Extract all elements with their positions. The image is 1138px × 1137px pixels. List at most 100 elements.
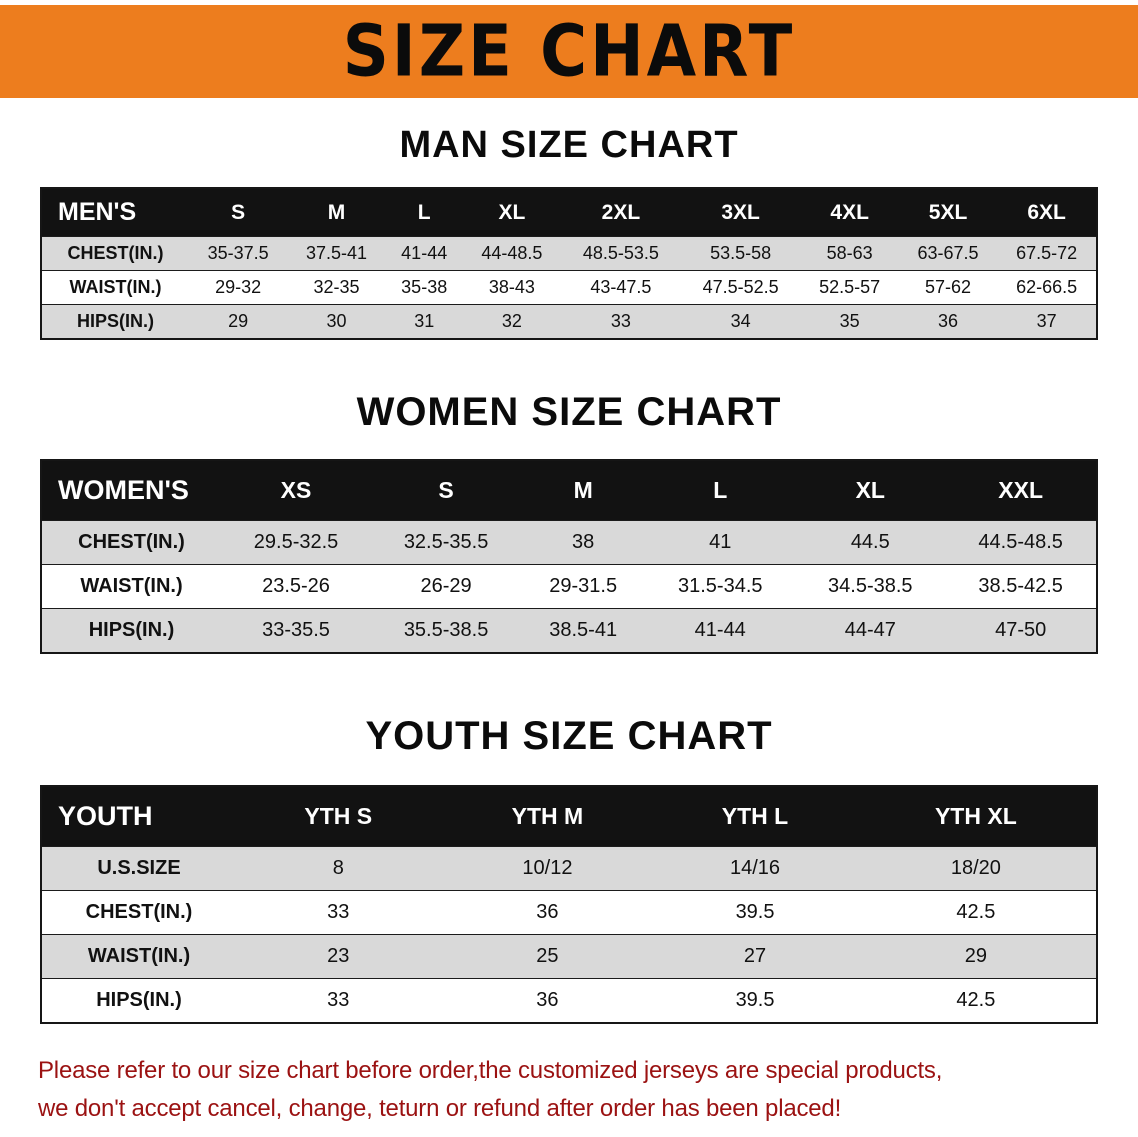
size-header-cell: S: [371, 460, 522, 521]
value-cell: 37: [1036, 311, 1057, 331]
value-cell: 27: [743, 945, 767, 967]
value-cell: 36: [938, 311, 959, 331]
value-cell: 41-44: [401, 243, 448, 263]
row-label-cell: HIPS(IN.): [96, 989, 182, 1011]
row-label-cell: U.S.SIZE: [97, 857, 181, 879]
value-cell: 39.5: [735, 989, 775, 1011]
value-cell: 29-31.5: [549, 575, 618, 597]
value-cell: 18/20: [950, 857, 1001, 879]
value-cell: 31: [414, 311, 435, 331]
size-header-cell: 6XL: [997, 188, 1097, 237]
value-cell: 35-37.5: [207, 243, 269, 263]
value-cell: 38: [572, 531, 595, 553]
value-cell: 31.5-34.5: [677, 575, 763, 597]
value-cell: 58-63: [826, 243, 873, 263]
measurement-row: CHEST(IN.) 29.5-32.5 32.5-35.5 38 41 44.5 44.5…: [41, 520, 1097, 565]
row-label-cell: WAIST(IN.): [87, 945, 191, 967]
table-title-cell: MEN'S: [41, 188, 189, 237]
size-header-cell: XL: [462, 188, 562, 237]
size-chart-page: SIZE CHART MAN SIZE CHART MEN'S S M L XL 2XL 3…: [0, 5, 1138, 1129]
value-cell: 29: [964, 945, 987, 967]
value-cell: 32-35: [313, 277, 360, 297]
value-cell: 48.5-53.5: [582, 243, 659, 263]
value-cell: 33: [327, 901, 350, 923]
value-cell: 53.5-58: [710, 243, 772, 263]
row-label-cell: HIPS(IN.): [88, 619, 175, 641]
value-cell: 34: [730, 311, 751, 331]
value-cell: 42.5: [956, 989, 996, 1011]
value-cell: 62-66.5: [1016, 277, 1078, 297]
value-cell: 36: [536, 989, 559, 1011]
table-title-cell: WOMEN'S: [41, 460, 221, 521]
value-cell: 38-43: [488, 277, 535, 297]
banner: SIZE CHART: [0, 5, 1138, 98]
size-header-cell: XXL: [945, 460, 1097, 521]
measurement-row: CHEST(IN.) 35-37.5 37.5-41 41-44 44-48.5 48.5…: [41, 236, 1097, 271]
size-header-cell: M: [287, 188, 386, 237]
value-cell: 29.5-32.5: [253, 531, 339, 553]
table-header-row: MEN'S S M L XL 2XL 3XL 4XL 5XL 6XL: [41, 188, 1097, 237]
value-cell: 23: [327, 945, 350, 967]
size-header-cell: YTH M: [440, 786, 655, 847]
value-cell: 38.5-42.5: [978, 575, 1063, 597]
size-header-cell: XL: [795, 460, 946, 521]
women-section-heading: WOMEN SIZE CHART: [356, 390, 782, 434]
size-header-cell: YTH XL: [855, 786, 1097, 847]
row-label-cell: WAIST(IN.): [80, 575, 183, 597]
youth-section-heading: YOUTH SIZE CHART: [365, 714, 773, 758]
row-label-cell: CHEST(IN.): [85, 901, 193, 923]
men-size-section: MAN SIZE CHART MEN'S S M L XL 2XL 3XL 4XL 5XL 6XL…: [0, 124, 1138, 340]
size-header-cell: 5XL: [898, 188, 998, 237]
youth-size-table: YOUTH YTH S YTH M YTH L YTH XL U.S.SIZE 8 10/12…: [40, 785, 1098, 1024]
value-cell: 39.5: [735, 901, 775, 923]
size-header-cell: YTH S: [236, 786, 441, 847]
value-cell: 37.5-41: [306, 243, 368, 263]
value-cell: 34.5-38.5: [828, 575, 913, 597]
measurement-row: CHEST(IN.) 33 36 39.5 42.5: [41, 890, 1097, 935]
value-cell: 44.5: [850, 531, 890, 553]
size-header-cell: L: [645, 460, 796, 521]
value-cell: 42.5: [956, 901, 996, 923]
women-size-table: WOMEN'S XS S M L XL XXL CHEST(IN.) 29.5-32.5 32.5…: [40, 459, 1098, 654]
measurement-row: WAIST(IN.) 23 25 27 29: [41, 934, 1097, 979]
value-cell: 67.5-72: [1016, 243, 1078, 263]
value-cell: 47.5-52.5: [702, 277, 779, 297]
value-cell: 8: [332, 857, 344, 879]
value-cell: 32: [501, 311, 522, 331]
value-cell: 63-67.5: [917, 243, 979, 263]
value-cell: 35-38: [401, 277, 448, 297]
value-cell: 44-48.5: [481, 243, 543, 263]
size-header-cell: S: [189, 188, 288, 237]
size-header-cell: 4XL: [800, 188, 899, 237]
page-title: SIZE CHART: [342, 10, 796, 93]
disclaimer-line-2: we don't accept cancel, change, teturn o…: [38, 1095, 842, 1123]
row-label-cell: WAIST(IN.): [69, 277, 162, 297]
size-header-cell: 3XL: [680, 188, 801, 237]
value-cell: 52.5-57: [819, 277, 881, 297]
value-cell: 14/16: [730, 857, 781, 879]
row-label-cell: CHEST(IN.): [67, 243, 164, 263]
value-cell: 32.5-35.5: [403, 531, 489, 553]
value-cell: 33-35.5: [262, 619, 330, 641]
value-cell: 57-62: [925, 277, 972, 297]
disclaimer-line-1: Please refer to our size chart before or…: [38, 1057, 943, 1084]
value-cell: 33: [610, 311, 631, 331]
table-header-row: WOMEN'S XS S M L XL XXL: [41, 460, 1097, 521]
men-section-heading: MAN SIZE CHART: [399, 124, 739, 166]
disclaimer-note: Please refer to our size chart before or…: [38, 1052, 1100, 1129]
value-cell: 38.5-41: [549, 619, 618, 641]
value-cell: 33: [327, 989, 350, 1011]
value-cell: 44.5-48.5: [978, 531, 1063, 553]
value-cell: 29: [228, 311, 249, 331]
measurement-row: HIPS(IN.) 29 30 31 32 33 34 35 36 37: [41, 304, 1097, 339]
size-header-cell: L: [385, 188, 463, 237]
men-size-table: MEN'S S M L XL 2XL 3XL 4XL 5XL 6XL CHEST(IN.) 35-37…: [40, 187, 1098, 340]
measurement-row: HIPS(IN.) 33-35.5 35.5-38.5 38.5-41 41-44 44-…: [41, 608, 1097, 653]
measurement-row: U.S.SIZE 8 10/12 14/16 18/20: [41, 846, 1097, 891]
value-cell: 23.5-26: [262, 575, 330, 597]
table-header-row: YOUTH YTH S YTH M YTH L YTH XL: [41, 786, 1097, 847]
value-cell: 44-47: [844, 619, 896, 641]
measurement-row: HIPS(IN.) 33 36 39.5 42.5: [41, 978, 1097, 1023]
value-cell: 35.5-38.5: [403, 619, 489, 641]
value-cell: 10/12: [522, 857, 573, 879]
